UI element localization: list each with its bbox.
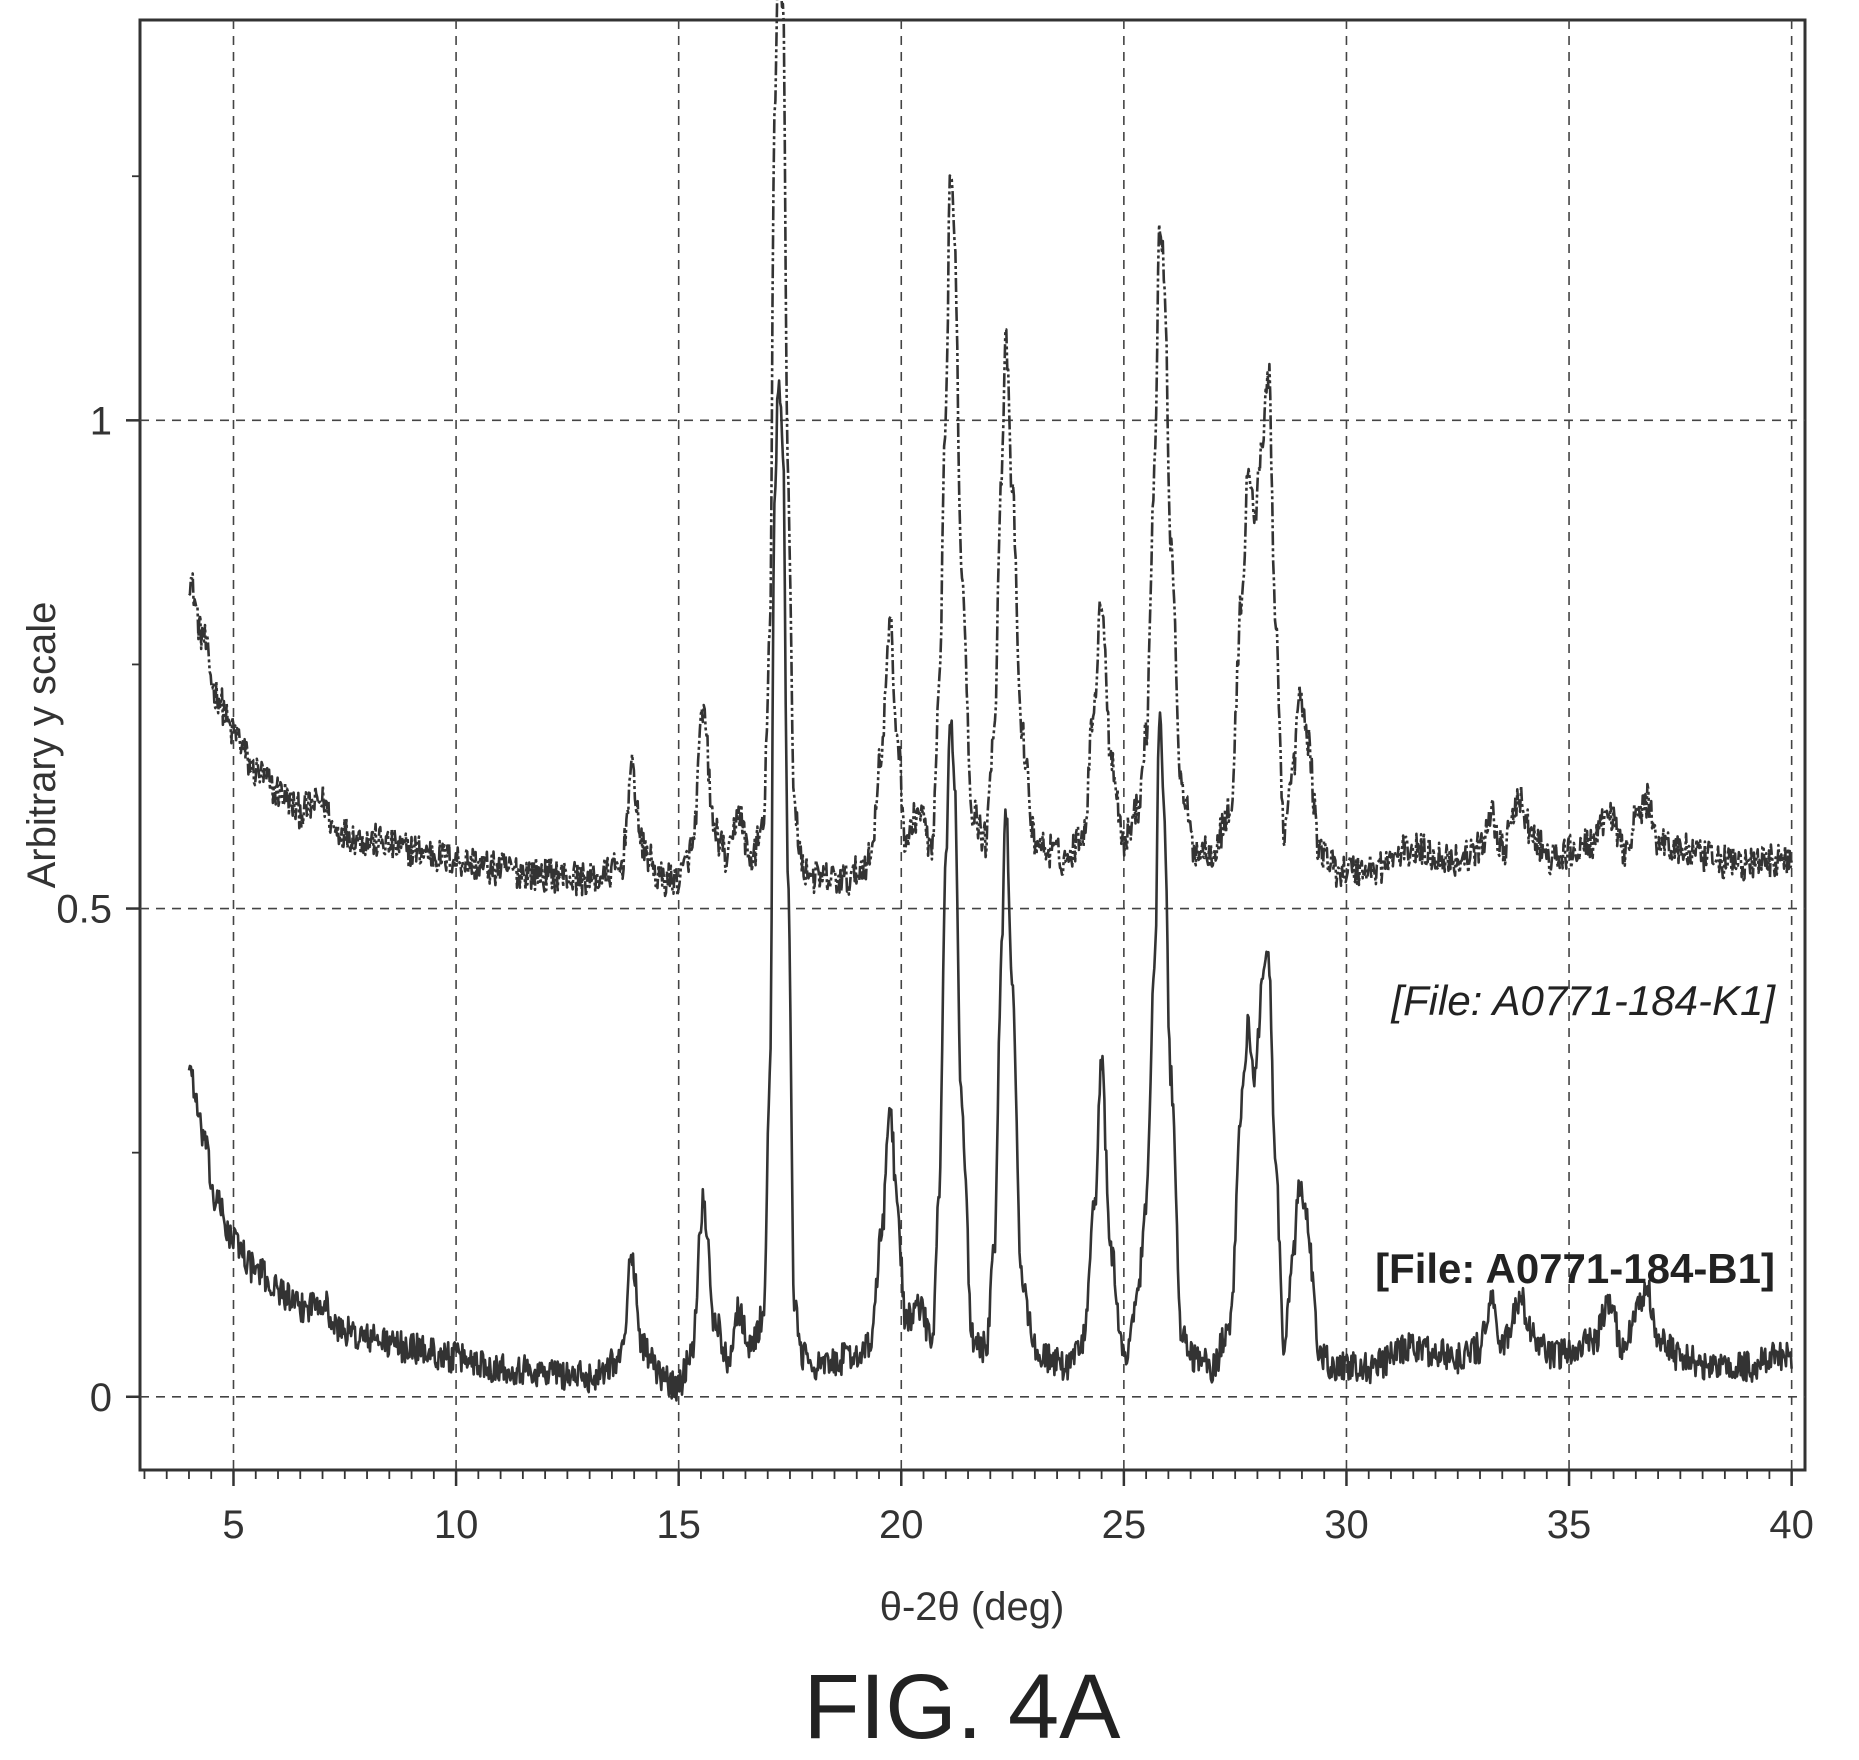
x-tick-label: 15: [656, 1503, 701, 1547]
tick-labels: 5 10 15 20 25 30 35 40 0 0.5 1: [56, 399, 1814, 1547]
legend-label-b1: [File: A0771-184-B1]: [1375, 1245, 1775, 1292]
x-tick-label: 35: [1547, 1503, 1592, 1547]
legend-label-k1: [File: A0771-184-K1]: [1390, 977, 1776, 1024]
series-line-b1: [187, 379, 1793, 1402]
x-tick-label: 30: [1324, 1503, 1369, 1547]
axis-ticks: [126, 175, 1793, 1486]
series-line-k1: [188, 0, 1793, 898]
y-tick-label: 1: [90, 399, 112, 443]
y-tick-label: 0: [90, 1376, 112, 1420]
x-axis-title: θ-2θ (deg): [880, 1585, 1065, 1629]
y-axis-title: Arbitrary y scale: [20, 602, 64, 889]
series-lines: [187, 0, 1793, 1402]
x-tick-label: 5: [222, 1503, 244, 1547]
y-tick-label: 0.5: [56, 888, 112, 932]
plot-frame: [138, 18, 1807, 1472]
figure-title: FIG. 4A: [804, 1656, 1122, 1758]
x-tick-label: 40: [1769, 1503, 1814, 1547]
x-tick-label: 10: [434, 1503, 479, 1547]
x-tick-label: 20: [879, 1503, 924, 1547]
x-tick-label: 25: [1102, 1503, 1147, 1547]
